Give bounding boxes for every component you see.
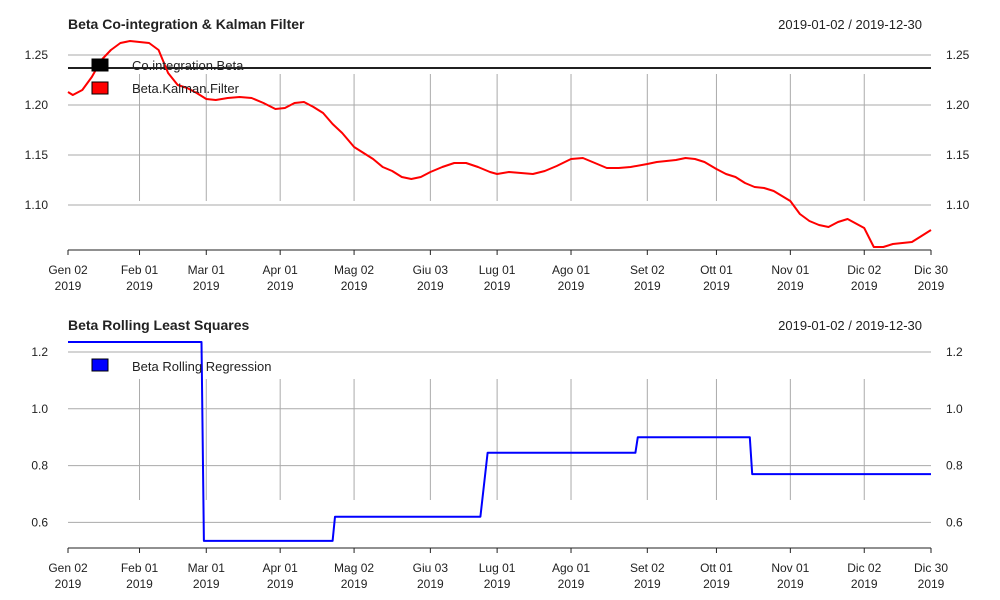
panel-title: Beta Rolling Least Squares (68, 317, 249, 333)
x-tick-label: Mar 01 (188, 263, 226, 277)
series-line-beta-kalman-filter (67, 40, 932, 248)
panel-rolling-least-squares: Beta Rolling Least Squares 2019-01-02 / … (31, 317, 963, 591)
date-range-label: 2019-01-02 / 2019-12-30 (778, 17, 922, 32)
x-tick-year-label: 2019 (417, 279, 444, 293)
y-tick-label-right: 1.20 (946, 98, 970, 112)
x-tick-label: Ago 01 (552, 263, 590, 277)
x-tick-year-label: 2019 (851, 577, 878, 591)
x-tick-year-label: 2019 (634, 577, 661, 591)
x-tick-label: Apr 01 (262, 263, 298, 277)
x-tick-label: Mag 02 (334, 263, 374, 277)
y-tick-label-left: 1.15 (25, 148, 49, 162)
x-tick-year-label: 2019 (484, 577, 511, 591)
series-lines (68, 341, 931, 542)
series-lines (67, 40, 932, 248)
legend-label-kalman-filter: Beta.Kalman.Filter (132, 81, 240, 96)
y-axis-left: 1.10 1.15 1.20 1.25 (25, 48, 49, 212)
x-tick-label: Giu 03 (413, 561, 449, 575)
x-tick-label: Ago 01 (552, 561, 590, 575)
x-axis: Gen 02 2019 Feb 01 2019 Mar 01 2019 Apr 01 2019… (48, 249, 948, 293)
legend-label-cointegration-beta: Co.integration.Beta (132, 58, 244, 73)
x-tick-year-label: 2019 (193, 577, 220, 591)
grid (68, 351, 931, 523)
legend-swatch-kalman-filter (91, 81, 109, 95)
x-tick-year-label: 2019 (341, 577, 368, 591)
legend: Co.integration.Beta Beta.Kalman.Filter (91, 58, 244, 96)
y-tick-label-left: 0.6 (31, 515, 48, 529)
x-tick-label: Nov 01 (771, 561, 809, 575)
x-tick-year-label: 2019 (267, 279, 294, 293)
panel-title: Beta Co-integration & Kalman Filter (68, 16, 305, 32)
series-line-beta-rolling-regression (68, 341, 931, 542)
x-tick-label: Set 02 (630, 561, 665, 575)
y-tick-label-left: 1.25 (25, 48, 49, 62)
x-tick-label: Nov 01 (771, 263, 809, 277)
legend: Beta Rolling Regression (91, 358, 271, 374)
legend-swatch-cointegration-beta (91, 58, 109, 72)
x-tick-label: Ott 01 (700, 263, 733, 277)
x-tick-year-label: 2019 (777, 577, 804, 591)
y-tick-label-left: 1.10 (25, 198, 49, 212)
grid (68, 54, 931, 206)
x-tick-year-label: 2019 (55, 577, 82, 591)
x-tick-label: Ott 01 (700, 561, 733, 575)
x-tick-year-label: 2019 (918, 279, 945, 293)
x-tick-label: Set 02 (630, 263, 665, 277)
x-tick-label: Mar 01 (188, 561, 226, 575)
x-tick-year-label: 2019 (558, 577, 585, 591)
legend-swatch-rolling-regression (91, 358, 109, 372)
x-tick-year-label: 2019 (558, 279, 585, 293)
y-tick-label-left: 1.20 (25, 98, 49, 112)
x-tick-year-label: 2019 (703, 279, 730, 293)
x-tick-year-label: 2019 (634, 279, 661, 293)
x-tick-label: Dic 02 (847, 263, 881, 277)
x-tick-label: Gen 02 (48, 263, 88, 277)
x-tick-year-label: 2019 (851, 279, 878, 293)
x-tick-label: Mag 02 (334, 561, 374, 575)
x-tick-year-label: 2019 (703, 577, 730, 591)
x-tick-year-label: 2019 (126, 577, 153, 591)
panel-cointegration-kalman: Beta Co-integration & Kalman Filter 2019… (25, 16, 970, 293)
legend-label-rolling-regression: Beta Rolling Regression (132, 359, 271, 374)
y-axis-left: 0.6 0.8 1.0 1.2 (31, 345, 48, 529)
x-axis: Gen 02 2019 Feb 01 2019 Mar 01 2019 Apr 01 2019… (48, 547, 948, 591)
y-tick-label-left: 0.8 (31, 459, 48, 473)
y-tick-label-right: 0.8 (946, 459, 963, 473)
x-tick-label: Dic 30 (914, 561, 948, 575)
y-tick-label-left: 1.0 (31, 402, 48, 416)
x-tick-label: Dic 30 (914, 263, 948, 277)
x-tick-label: Gen 02 (48, 561, 88, 575)
y-tick-label-right: 1.15 (946, 148, 970, 162)
x-tick-label: Apr 01 (262, 561, 298, 575)
y-tick-label-right: 1.10 (946, 198, 970, 212)
y-tick-label-right: 1.25 (946, 48, 970, 62)
y-tick-label-right: 1.0 (946, 402, 963, 416)
y-tick-label-left: 1.2 (31, 345, 48, 359)
x-tick-label: Dic 02 (847, 561, 881, 575)
x-tick-year-label: 2019 (341, 279, 368, 293)
y-axis-right: 0.6 0.8 1.0 1.2 (946, 345, 963, 529)
x-tick-label: Feb 01 (121, 263, 159, 277)
x-tick-year-label: 2019 (777, 279, 804, 293)
x-tick-year-label: 2019 (55, 279, 82, 293)
x-tick-label: Lug 01 (479, 263, 516, 277)
date-range-label: 2019-01-02 / 2019-12-30 (778, 318, 922, 333)
y-tick-label-right: 0.6 (946, 515, 963, 529)
y-axis-right: 1.10 1.15 1.20 1.25 (946, 48, 970, 212)
x-tick-label: Lug 01 (479, 561, 516, 575)
x-tick-label: Giu 03 (413, 263, 449, 277)
x-tick-year-label: 2019 (267, 577, 294, 591)
x-tick-year-label: 2019 (417, 577, 444, 591)
x-tick-year-label: 2019 (193, 279, 220, 293)
x-tick-year-label: 2019 (918, 577, 945, 591)
x-tick-year-label: 2019 (126, 279, 153, 293)
y-tick-label-right: 1.2 (946, 345, 963, 359)
x-tick-year-label: 2019 (484, 279, 511, 293)
x-tick-label: Feb 01 (121, 561, 159, 575)
